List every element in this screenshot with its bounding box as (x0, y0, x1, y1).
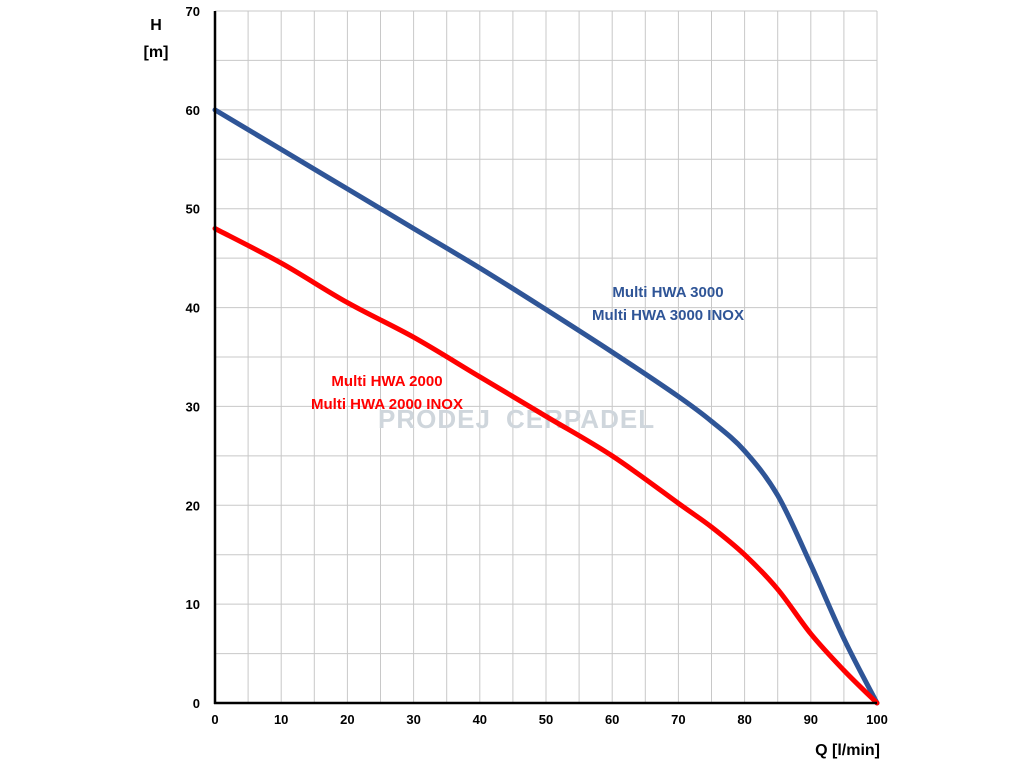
y-tick-label: 10 (186, 597, 200, 612)
y-tick-label: 30 (186, 399, 200, 414)
series-label-hwa3000: Multi HWA 3000 (612, 284, 723, 301)
x-tick-label: 60 (605, 712, 619, 727)
x-axis-title: Q [l/min] (815, 742, 880, 759)
y-axis-title-line2: [m] (144, 44, 169, 61)
chart-axes (213, 11, 877, 705)
chart-tick-labels: 0 10 20 30 40 50 60 70 80 90 100 0 10 20 30 40 50 60 70 (186, 4, 888, 727)
x-tick-label: 40 (473, 712, 487, 727)
chart-series (212, 107, 880, 706)
y-tick-label: 20 (186, 498, 200, 513)
series-label-hwa2000: Multi HWA 2000 (331, 373, 442, 390)
x-tick-label: 90 (804, 712, 818, 727)
series-labels: Multi HWA 3000 Multi HWA 3000 INOX Multi… (311, 284, 744, 413)
series-line-hwa2000 (212, 226, 880, 706)
x-tick-label: 10 (274, 712, 288, 727)
x-tick-label: 0 (211, 712, 218, 727)
x-tick-label: 20 (340, 712, 354, 727)
x-tick-label: 70 (671, 712, 685, 727)
y-tick-label: 60 (186, 103, 200, 118)
x-tick-label: 100 (866, 712, 888, 727)
y-tick-label: 0 (193, 696, 200, 711)
x-tick-label: 50 (539, 712, 553, 727)
series-line-hwa3000 (212, 107, 880, 706)
chart-axis-titles: H [m] Q [l/min] (144, 17, 880, 759)
y-axis-title-line1: H (150, 17, 162, 34)
y-tick-label: 70 (186, 4, 200, 19)
x-tick-label: 80 (737, 712, 751, 727)
chart-grid (215, 10, 878, 703)
y-tick-label: 40 (186, 301, 200, 316)
series-label-hwa3000-inox: Multi HWA 3000 INOX (592, 307, 744, 324)
x-tick-label: 30 (406, 712, 420, 727)
y-tick-label: 50 (186, 202, 200, 217)
watermark-text-left: PRODEJ (378, 404, 491, 434)
series-label-hwa2000-inox: Multi HWA 2000 INOX (311, 396, 463, 413)
